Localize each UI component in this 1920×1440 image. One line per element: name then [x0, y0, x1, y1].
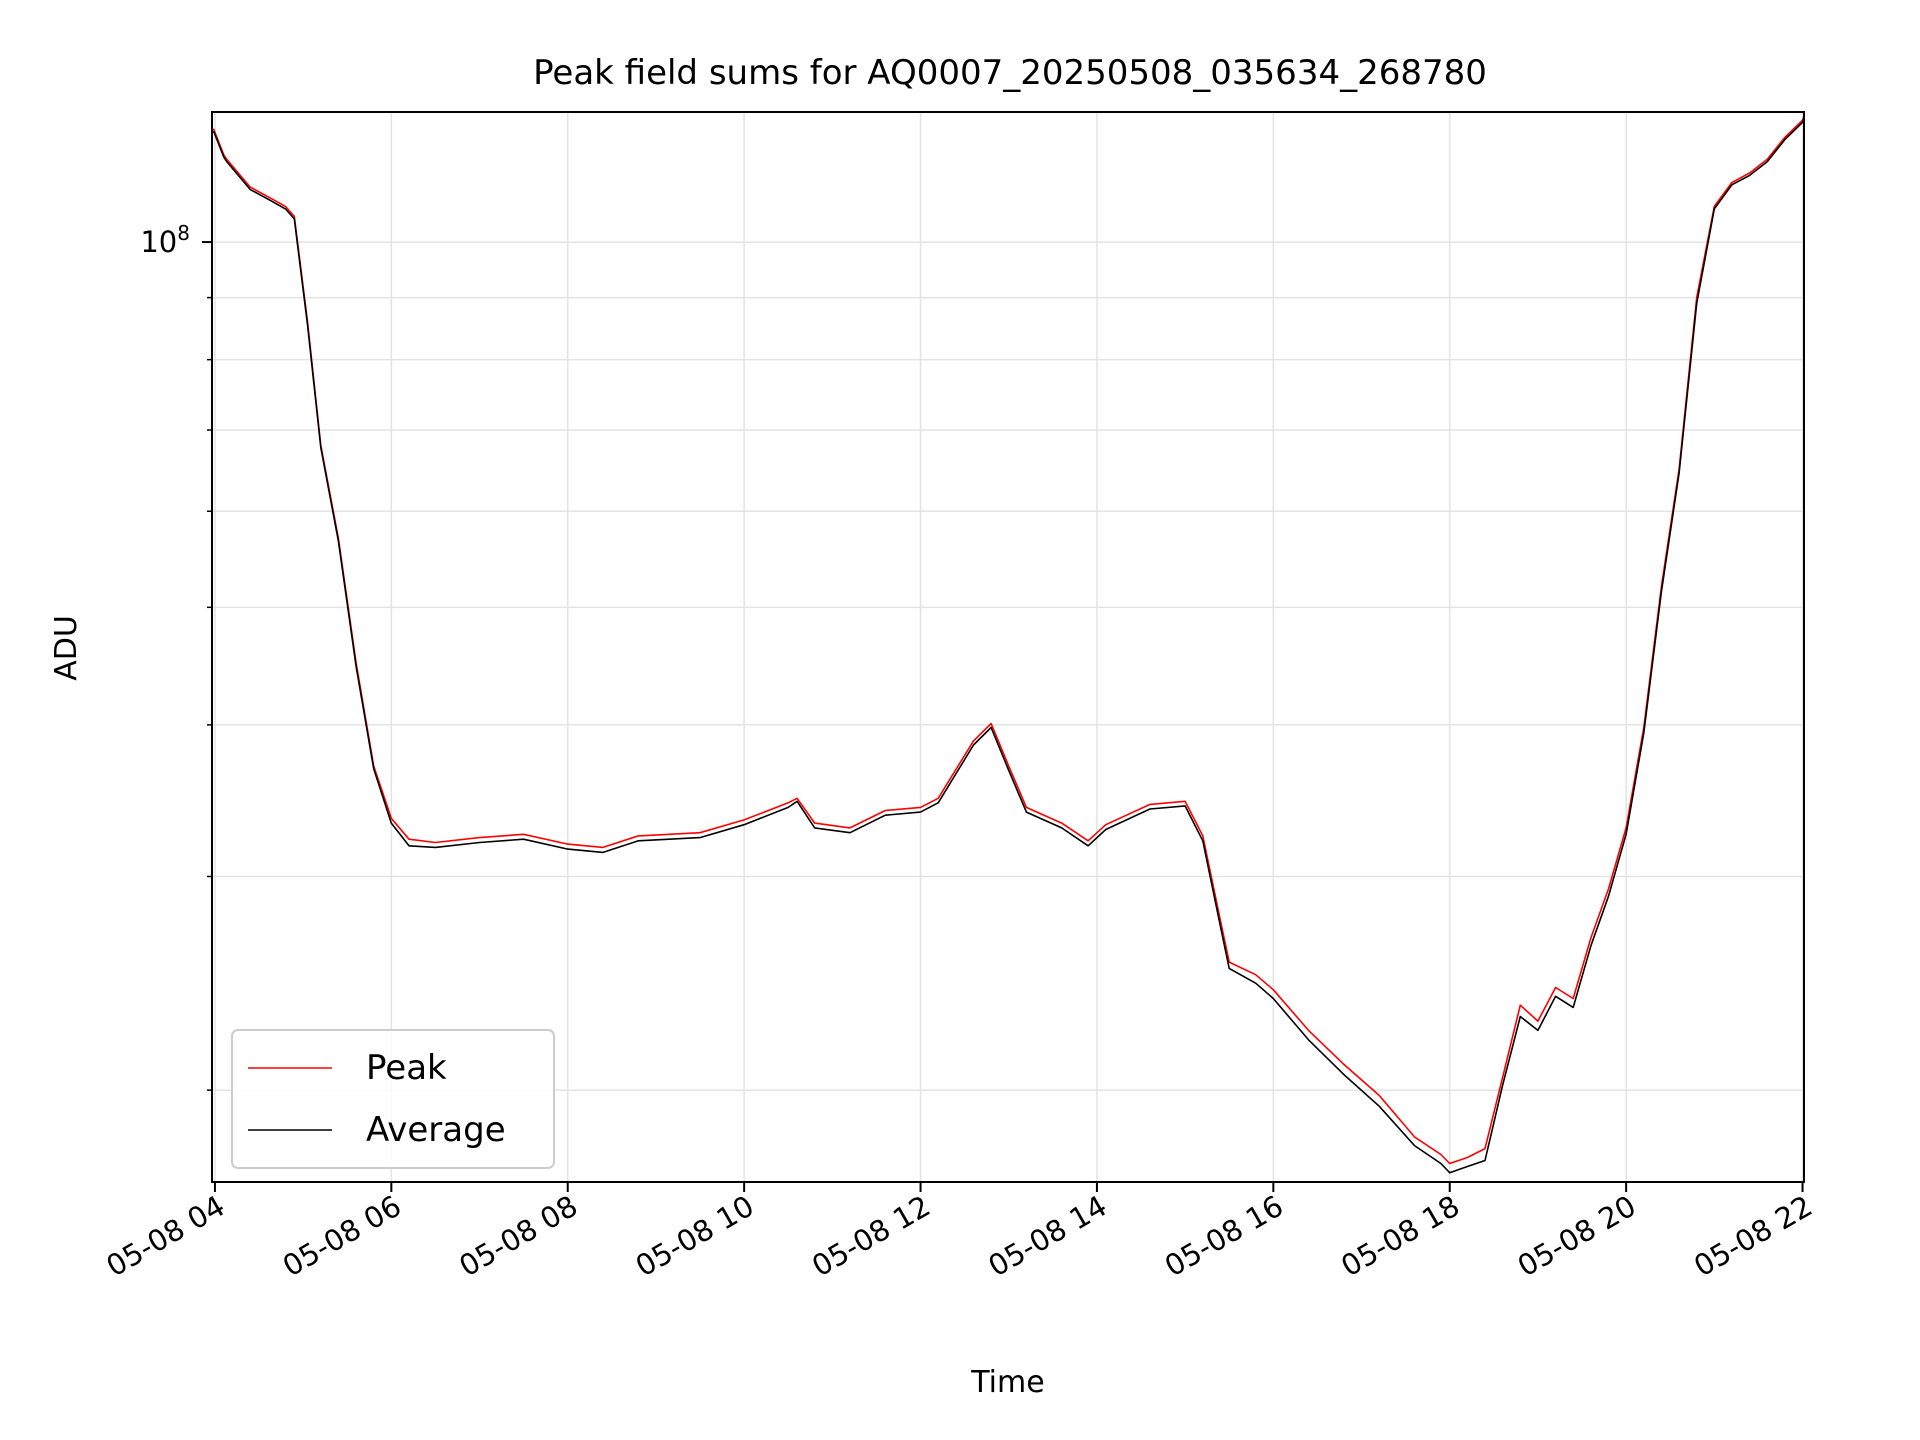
chart-title: Peak field sums for AQ0007_20250508_0356… — [533, 53, 1487, 93]
y-axis: 108 — [140, 221, 212, 1091]
series-line-average — [212, 117, 1805, 1174]
legend-label: Peak — [366, 1048, 447, 1088]
series-layer — [212, 115, 1805, 1174]
series-line-peak — [212, 115, 1805, 1165]
x-axis-label: Time — [970, 1365, 1044, 1400]
legend-box — [231, 1029, 555, 1169]
y-tick-label: 108 — [140, 221, 190, 259]
legend-label: Average — [366, 1110, 506, 1150]
legend: Peak Average — [231, 1029, 555, 1169]
y-axis-label: ADU — [49, 615, 84, 681]
plot-frame — [211, 111, 1805, 1183]
